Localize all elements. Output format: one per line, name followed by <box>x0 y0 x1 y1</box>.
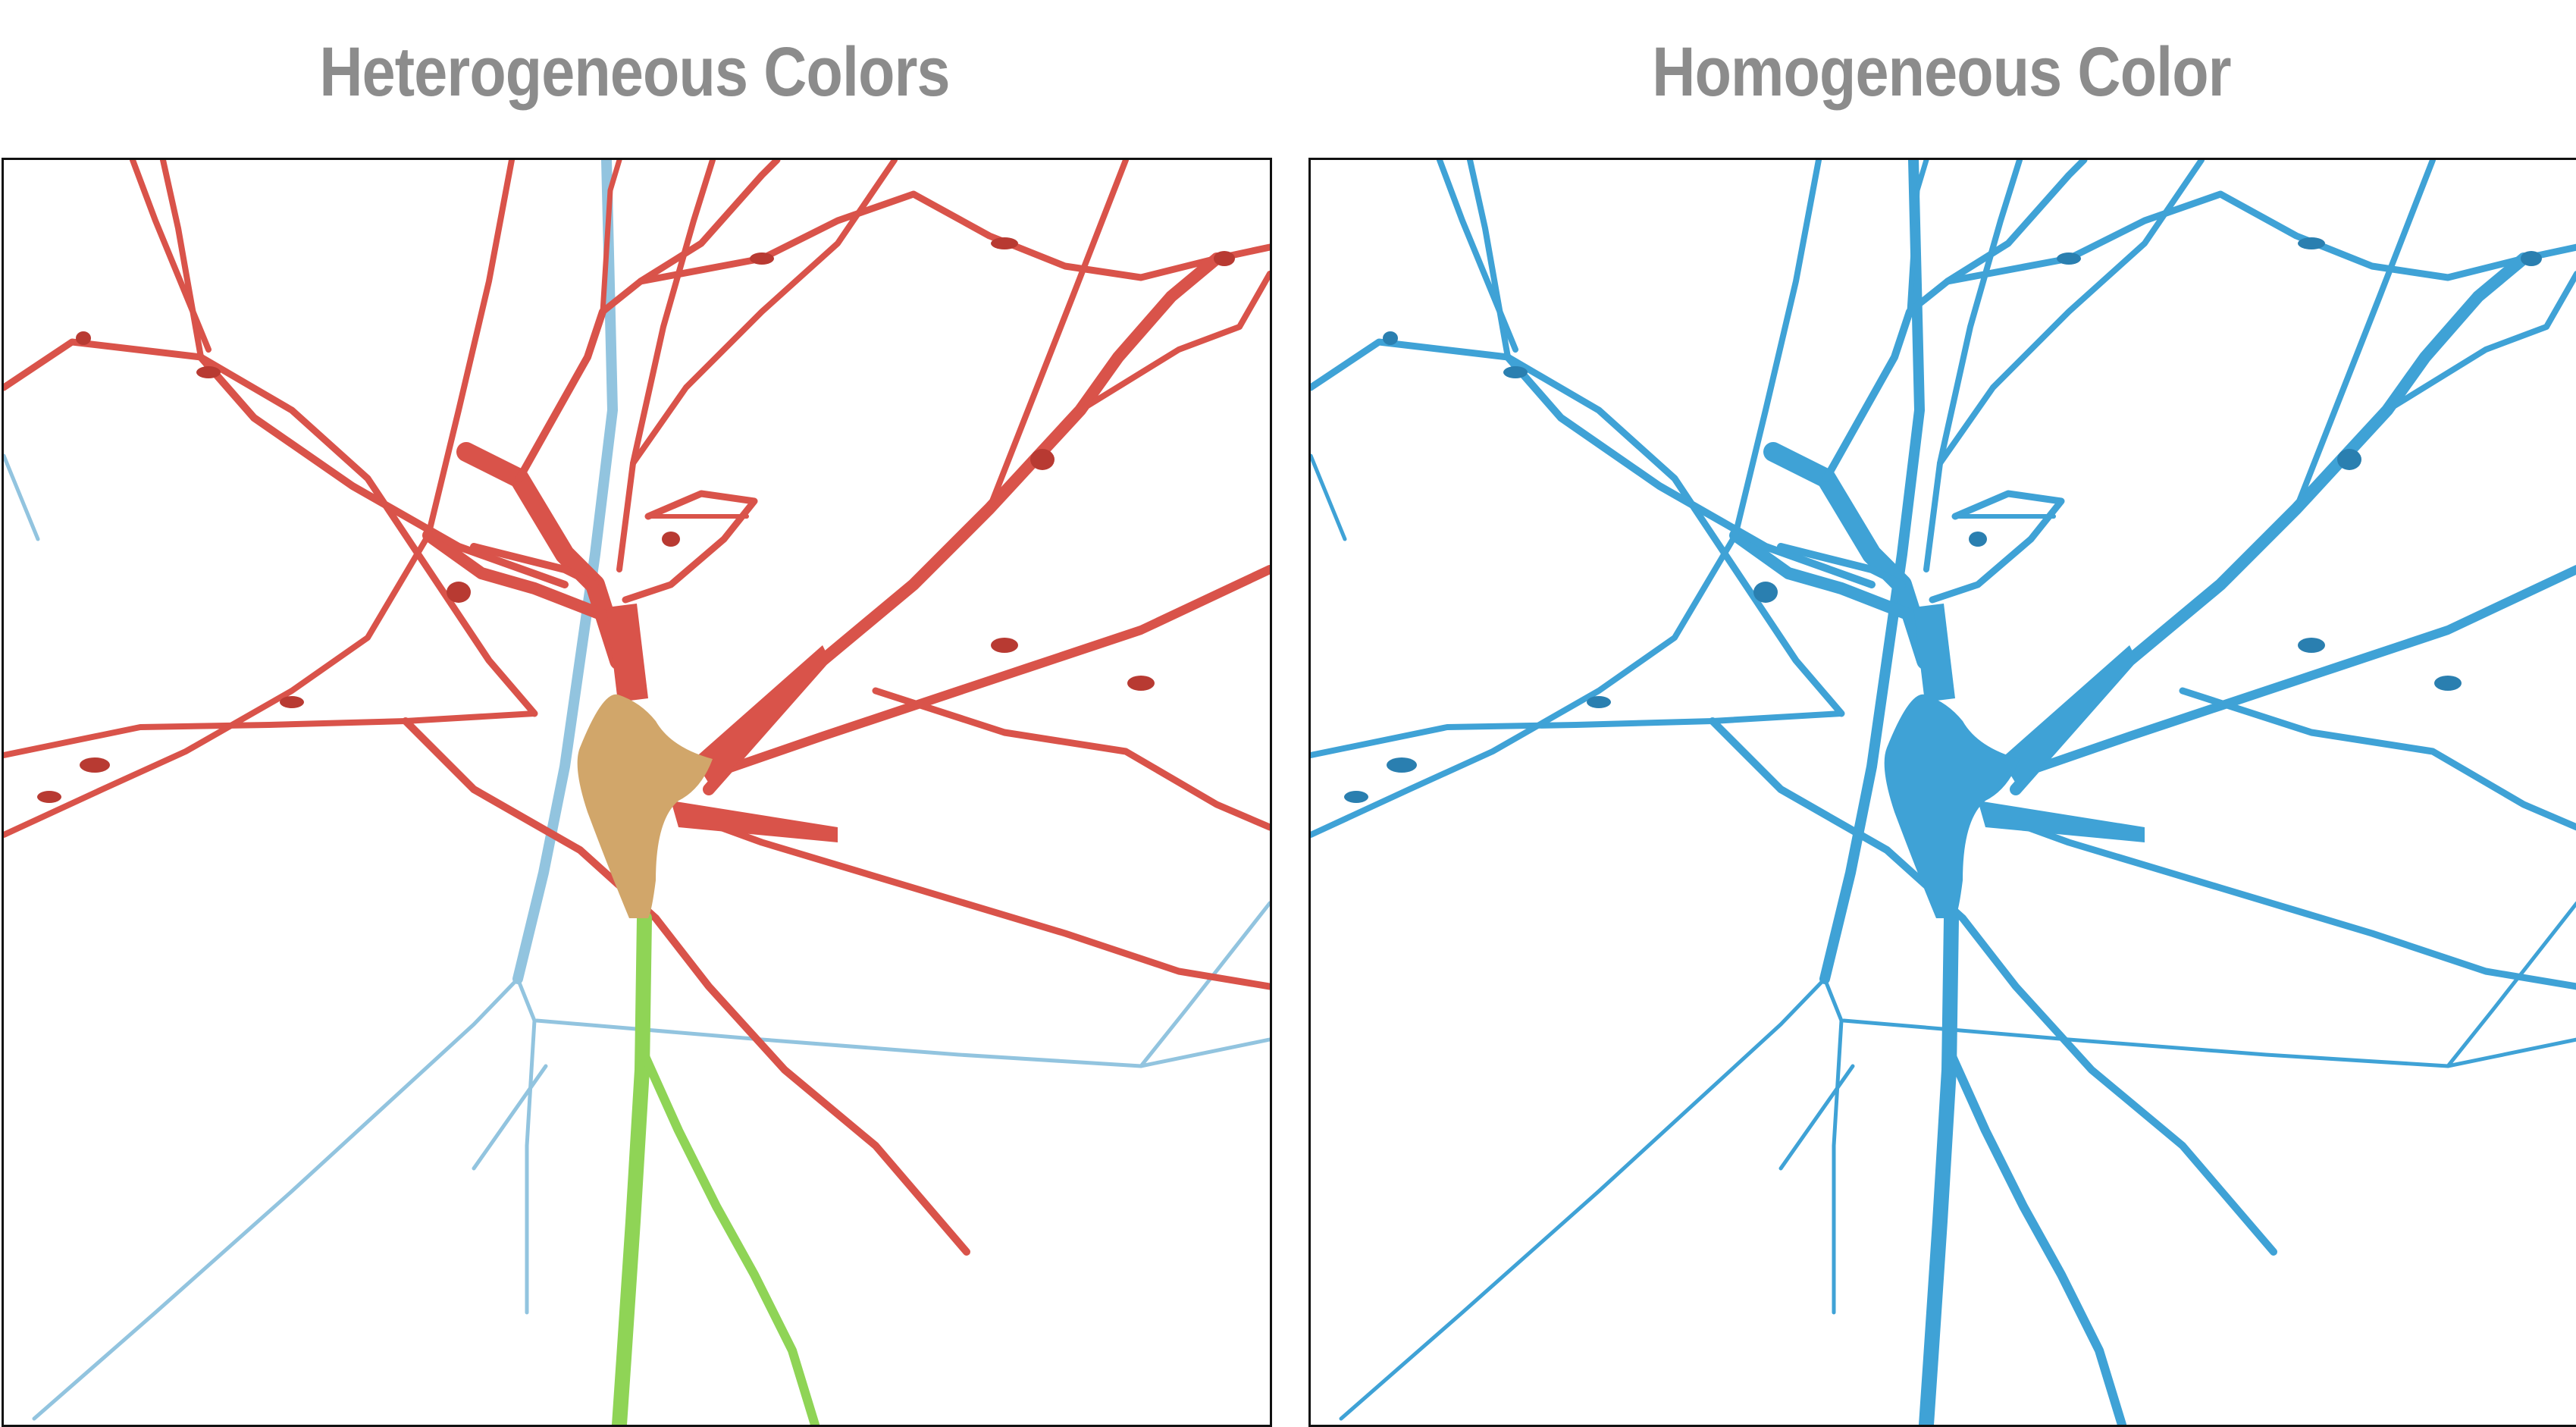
soma-group <box>577 604 838 918</box>
soma-blue <box>1884 694 2020 918</box>
dendrites <box>4 160 1270 1256</box>
soma <box>577 694 713 918</box>
soma-group-blue <box>1884 604 2145 918</box>
neuron-rendering-homogeneous <box>1311 160 2576 1425</box>
neighbor-neurites-blue <box>1311 160 2576 1421</box>
homogeneous-color-panel <box>1308 158 2576 1427</box>
varicosities <box>37 237 1235 803</box>
neuron-rendering-heterogeneous <box>4 160 1270 1425</box>
left-panel-title: Heterogeneous Colors <box>319 33 950 111</box>
heterogeneous-colors-panel <box>2 158 1272 1427</box>
right-panel-title: Homogeneous Color <box>1652 33 2231 111</box>
neighbor-neurites <box>4 160 1270 1421</box>
axon <box>612 911 819 1425</box>
varicosities-blue <box>1344 237 2542 803</box>
